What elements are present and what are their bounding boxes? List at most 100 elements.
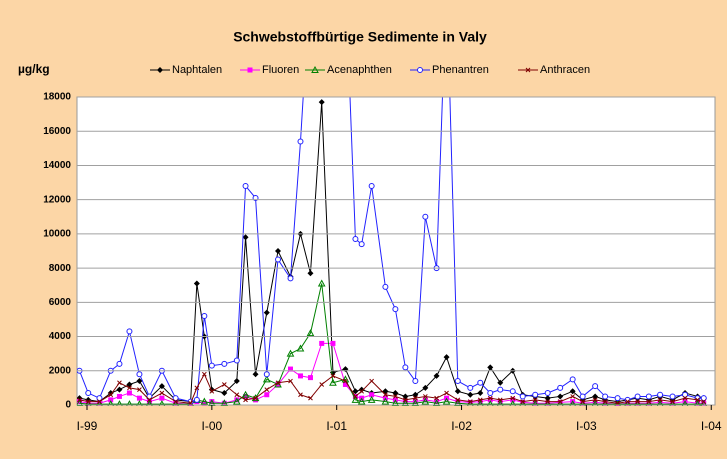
marker [701,399,707,404]
marker [126,390,132,396]
marker [602,393,609,400]
marker [497,397,503,403]
marker [497,400,504,406]
marker [147,397,152,403]
marker [275,248,282,254]
marker [232,397,241,405]
marker [201,400,207,406]
marker [262,375,271,383]
marker [422,384,429,391]
marker [329,378,337,386]
marker [570,394,576,399]
marker [263,309,270,316]
marker [173,400,179,406]
marker [602,399,608,404]
marker [233,378,240,385]
y-tick-label: 16000 [43,126,71,137]
marker [317,279,326,287]
y-tick-label: 8000 [49,263,72,274]
marker [242,234,249,241]
marker [557,393,564,400]
marker [263,371,270,378]
marker [520,399,526,404]
marker [158,400,166,406]
marker [287,275,294,282]
marker [497,379,504,386]
marker [85,399,91,404]
marker [544,390,551,397]
marker [107,390,114,397]
marker [701,400,707,406]
marker [288,378,293,384]
marker [634,393,641,400]
marker [146,400,153,406]
marker [353,394,358,399]
marker [625,399,630,404]
plot-lines [77,97,707,406]
marker [443,354,450,361]
marker [531,400,539,406]
x-tick-label: I-03 [576,419,597,433]
marker [635,400,641,406]
marker [136,371,143,378]
marker [422,394,428,399]
marker [136,378,143,385]
legend-label: Anthracen [540,64,590,76]
marker [421,397,430,405]
marker [477,397,483,403]
marker [352,388,359,395]
marker [200,397,209,405]
marker [487,364,494,371]
marker [77,399,82,405]
marker [509,388,516,395]
y-tick-label: 2000 [49,365,72,376]
marker [137,387,142,392]
marker [201,371,207,377]
marker [645,400,653,406]
marker [657,391,664,398]
marker [351,395,360,403]
marker [402,364,409,371]
marker [116,393,122,399]
marker [700,400,707,406]
marker [358,241,365,248]
legend-label: Fluoren [262,64,299,76]
marker [221,360,228,367]
marker [411,399,420,406]
marker [221,382,227,387]
marker [487,390,494,397]
marker [253,397,259,403]
marker [519,400,526,406]
marker [695,400,701,406]
marker [287,366,293,372]
marker [194,385,200,391]
marker [592,399,598,405]
marker [455,397,461,403]
marker [657,399,663,405]
marker [201,313,208,320]
marker [477,390,484,397]
marker [252,371,259,378]
marker [352,236,359,243]
y-tick-label: 10000 [43,229,71,240]
marker [296,344,305,352]
marker [591,400,599,406]
marker [487,397,493,403]
marker [532,400,538,406]
marker [657,397,663,403]
marker [682,391,689,398]
marker [434,399,440,405]
marker [669,400,676,406]
marker [264,392,270,398]
y-axis-label: µg/kg [18,62,50,76]
marker [116,400,123,406]
marker [369,392,375,398]
marker [242,182,249,189]
marker [159,395,165,401]
marker [412,395,418,401]
marker [569,400,576,406]
marker [221,390,228,397]
marker [669,393,676,400]
marker [700,395,707,402]
